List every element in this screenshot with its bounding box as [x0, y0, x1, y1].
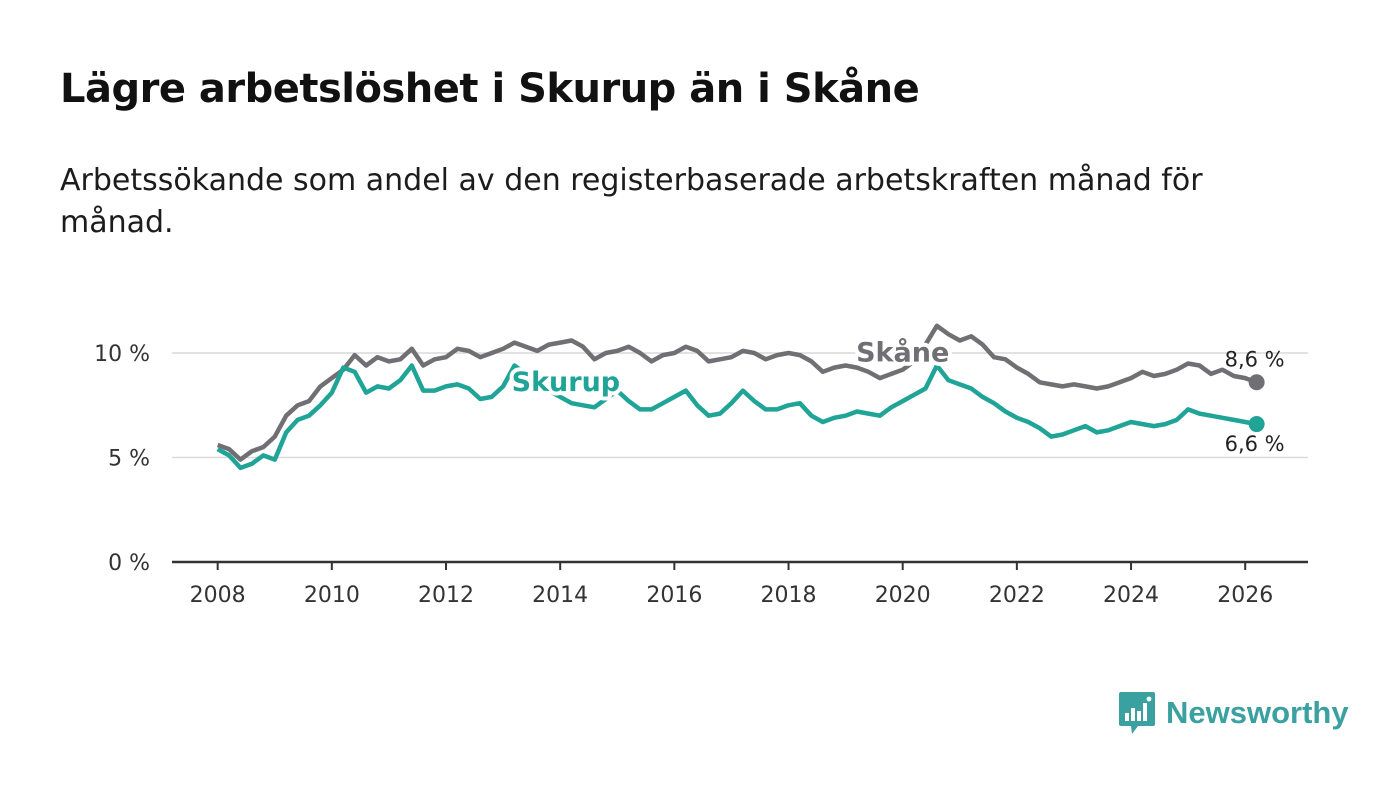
y-tick-label: 0 %	[108, 551, 150, 576]
series-layer	[216, 323, 1265, 471]
x-tick-label: 2010	[304, 583, 360, 608]
series-label-halo: Skåne	[856, 337, 949, 369]
chart-subtitle: Arbetssökande som andel av den registerb…	[60, 163, 1203, 240]
series-label-halo: Skurup	[512, 367, 621, 398]
newsworthy-logo: Newsworthy	[1118, 690, 1349, 736]
x-tick-label: 2024	[1103, 583, 1159, 608]
y-tick-label: 10 %	[94, 342, 150, 367]
y-tick-label: 5 %	[108, 447, 150, 472]
x-tick-label: 2020	[875, 583, 931, 608]
x-tick-label: 2018	[761, 583, 817, 608]
bar-chart-speech-bubble-icon	[1119, 692, 1155, 734]
x-axis-ticks: 2008 2010 2012 2014 2016 2018 2020 2022 2024 2026	[190, 562, 1273, 608]
x-tick-label: 2014	[532, 583, 588, 608]
logo-text: Newsworthy	[1166, 695, 1349, 730]
series-label-skåne: Skåne	[856, 337, 949, 369]
series-label-skurup: Skurup	[512, 367, 621, 398]
chart-title: Lägre arbetslöshet i Skurup än i Skåne	[60, 66, 920, 112]
end-value-label: 6,6 %	[1225, 432, 1285, 456]
x-tick-label: 2026	[1217, 583, 1273, 608]
series-line-skåne	[216, 323, 1258, 462]
x-tick-label: 2012	[418, 583, 474, 608]
line-chart: 0 %5 %10 % 2008 2010 2012 2014 2016 2018 2020 2…	[94, 323, 1308, 608]
x-tick-label: 2022	[989, 583, 1045, 608]
y-axis-ticks: 0 % 5 % 10 %	[94, 342, 150, 576]
series-endpoint-skurup	[1248, 416, 1265, 433]
x-tick-label: 2016	[646, 583, 702, 608]
end-value-label: 8,6 %	[1225, 347, 1285, 371]
x-tick-label: 2008	[190, 583, 246, 608]
series-endpoint-skåne	[1248, 374, 1265, 391]
series-line-skurup	[216, 363, 1258, 471]
